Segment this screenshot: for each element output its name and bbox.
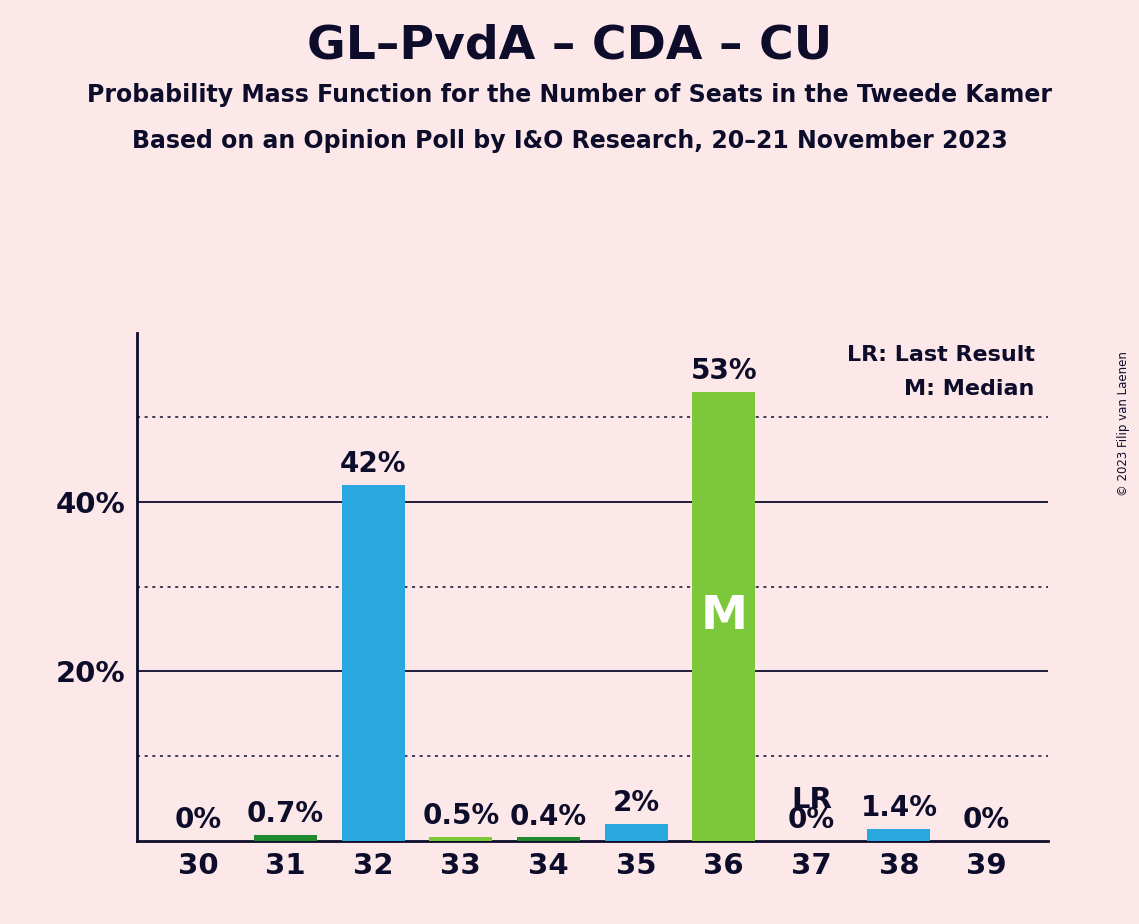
Bar (605, 824, 667, 841)
Text: © 2023 Filip van Laenen: © 2023 Filip van Laenen (1117, 351, 1130, 496)
Text: M: M (700, 594, 747, 638)
Text: 53%: 53% (690, 358, 757, 385)
Bar (254, 835, 317, 841)
Bar (693, 392, 755, 841)
Text: 0%: 0% (962, 806, 1010, 834)
Bar (342, 485, 404, 841)
Text: Probability Mass Function for the Number of Seats in the Tweede Kamer: Probability Mass Function for the Number… (87, 83, 1052, 107)
Text: Based on an Opinion Poll by I&O Research, 20–21 November 2023: Based on an Opinion Poll by I&O Research… (132, 129, 1007, 153)
Text: 42%: 42% (341, 450, 407, 479)
Bar (868, 829, 931, 841)
Text: 0.7%: 0.7% (247, 800, 325, 828)
Text: 0%: 0% (788, 806, 835, 834)
Text: 0%: 0% (174, 806, 222, 834)
Text: GL–PvdA – CDA – CU: GL–PvdA – CDA – CU (306, 23, 833, 68)
Text: 0.4%: 0.4% (510, 803, 587, 831)
Text: 1.4%: 1.4% (860, 795, 937, 822)
Text: 2%: 2% (613, 789, 659, 817)
Bar (429, 836, 492, 841)
Text: LR: LR (790, 785, 831, 814)
Bar (517, 837, 580, 841)
Text: LR: Last Result: LR: Last Result (846, 346, 1034, 365)
Text: M: Median: M: Median (904, 379, 1034, 399)
Text: 0.5%: 0.5% (423, 802, 500, 830)
